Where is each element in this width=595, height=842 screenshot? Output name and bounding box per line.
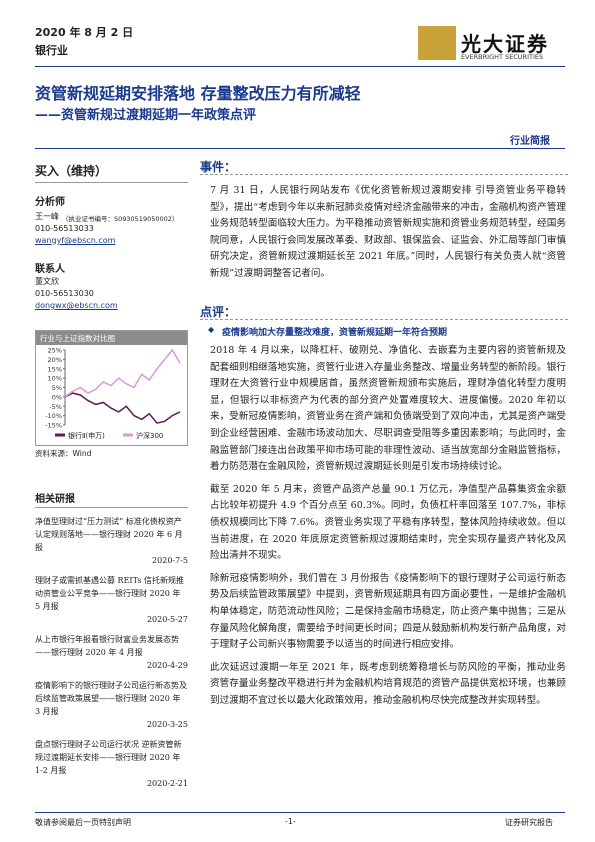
- paragraph: 2018 年 4 月以来，以降杠杆、破刚兑、净值化、去嵌套为主要内容的资管新规及…: [210, 345, 566, 473]
- series-line: [64, 392, 181, 424]
- rating: 买入（维持）: [35, 164, 108, 178]
- event-heading: 事件：: [200, 160, 237, 174]
- related-title: 理财子或需抓基遇公募 REITs 信托新规推动资管业公平竞争——银行理财 202…: [35, 576, 184, 611]
- related-title: 净值型理财过“压力测试” 标准化债权资产认定规则落地——银行理财 2020 年 …: [35, 517, 183, 552]
- page-number: -1-: [285, 817, 296, 826]
- chart-frame: [35, 330, 188, 446]
- series-line: [64, 348, 181, 398]
- rule: [35, 182, 188, 183]
- bullet: 疫情影响加大存量整改难度，资管新规延期一年符合预期: [222, 328, 448, 338]
- y-tick-label: 0%: [52, 393, 62, 401]
- analyst-heading: 分析师: [35, 197, 65, 208]
- related-item: 从上市银行年报看银行财富业务发展态势——银行理财 2020 年 4 月报 2020…: [35, 633, 188, 672]
- paragraph: 除新冠疫情影响外，我们曾在 3 月份报告《疫情影响下的银行理财子公司运行新态势及…: [210, 572, 566, 651]
- analyst-name: 王一峰: [35, 212, 59, 221]
- comment-heading: 点评：: [200, 305, 237, 319]
- y-tick-label: -5%: [49, 403, 62, 411]
- related-heading: 相关研报: [35, 494, 75, 505]
- related-title: 盘点银行理财子公司运行状况 逆新资管新规过渡期延长安排——银行理财 2020 年…: [35, 740, 182, 775]
- event-text: 7 月 31 日，人民银行网站发布《优化资管新规过渡期安排 引导资管业务平稳转型…: [210, 185, 566, 279]
- title: 资管新规延期安排落地 存量整改压力有所减轻: [35, 84, 361, 103]
- paragraph: 截至 2020 年 5 月末，资管产品资产总量 90.1 万亿元，净值型产品募集…: [210, 483, 566, 562]
- analyst-cert: （执业证书编号：S0930519050002）: [62, 215, 179, 223]
- related-title: 疫情影响下的银行理财子公司运行新态势及后续监管政策展望——银行理财 2020 年…: [35, 681, 187, 716]
- related-date: 2020-7-5: [152, 556, 188, 565]
- y-tick-label: 10%: [48, 375, 62, 383]
- related-item: 净值型理财过“压力测试” 标准化债权资产认定规则落地——银行理财 2020 年 …: [35, 515, 188, 567]
- paragraphs: 2018 年 4 月以来，以降杠杆、破刚兑、净值化、去嵌套为主要内容的资管新规及…: [210, 343, 566, 715]
- chart-title: 行业与上证指数对比图: [40, 333, 115, 343]
- related-title: 从上市银行年报看银行财富业务发展态势——银行理财 2020 年 4 月报: [35, 635, 179, 657]
- date: 2020 年 8 月 2 日: [35, 26, 134, 39]
- y-tick-label: -15%: [45, 422, 62, 430]
- rule: [35, 812, 565, 813]
- related-date: 2020-2-21: [146, 779, 188, 788]
- related-list: 净值型理财过“压力测试” 标准化债权资产认定规则落地——银行理财 2020 年 …: [35, 515, 188, 797]
- y-tick-label: 15%: [48, 365, 62, 373]
- related-item: 疫情影响下的银行理财子公司运行新态势及后续监管政策展望——银行理财 2020 年…: [35, 679, 188, 731]
- legend-label: 银行Ⅱ(申万): [68, 431, 105, 440]
- industry: 银行业: [35, 44, 68, 57]
- chart-source: 资料来源：Wind: [35, 449, 92, 458]
- related-item: 理财子或需抓基遇公募 REITs 信托新规推动资管业公平竞争——银行理财 202…: [35, 574, 188, 626]
- contact-email[interactable]: dongwx@ebscn.com: [35, 301, 118, 310]
- rule: [35, 148, 565, 149]
- subtitle: ——资管新规过渡期延期一年政策点评: [35, 108, 257, 123]
- rule: [35, 507, 188, 508]
- analyst-email[interactable]: wangyf@ebscn.com: [35, 236, 116, 245]
- bullet-icon: ◆: [208, 325, 215, 334]
- contact-phone: 010-56513030: [35, 289, 94, 298]
- related-item: 盘点银行理财子公司运行状况 逆新资管新规过渡期延长安排——银行理财 2020 年…: [35, 738, 188, 790]
- related-date: 2020-4-29: [146, 661, 188, 670]
- logo-en: EVERBRIGHT SECURITIES: [461, 53, 544, 61]
- footer-left: 敬请参阅最后一页特别声明: [35, 818, 131, 827]
- contact-name: 董文欣: [35, 277, 59, 286]
- y-tick-label: 25%: [48, 347, 62, 355]
- y-tick-label: -10%: [45, 412, 62, 420]
- report-type: 行业简报: [510, 136, 550, 147]
- related-date: 2020-3-25: [146, 720, 188, 729]
- legend-label: 沪深300: [136, 431, 163, 440]
- logo-mark: [418, 26, 456, 60]
- rule: [35, 66, 565, 67]
- contact-heading: 联系人: [35, 264, 65, 275]
- paragraph: 此次延迟过渡期一年至 2021 年，既考虑到统筹稳增长与防风险的平衡，推动业务资…: [210, 661, 566, 706]
- analyst-phone: 010-56513033: [35, 224, 94, 233]
- footer-right: 证券研究报告: [505, 818, 553, 827]
- rule: [200, 174, 568, 175]
- rule: [200, 319, 568, 320]
- chart: 行业与上证指数对比图 -15% -10%-5% 0%5%10% 15%20%25% 银行…: [35, 330, 188, 446]
- y-tick-label: 5%: [52, 384, 62, 392]
- y-tick-label: 20%: [48, 356, 62, 364]
- related-date: 2020-5-27: [146, 615, 188, 624]
- logo-cn: 光大证券: [461, 32, 549, 56]
- chart-title-bar: [36, 331, 187, 345]
